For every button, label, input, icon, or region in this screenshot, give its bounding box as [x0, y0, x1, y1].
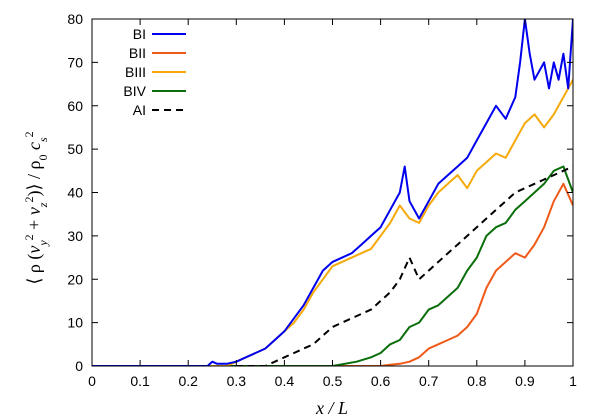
y-tick-label: 70 — [67, 54, 83, 70]
series-line-biv — [92, 165, 573, 366]
y-tick-label: 0 — [75, 358, 83, 374]
legend-label-biii: BIII — [125, 64, 146, 80]
series-line-ai — [92, 165, 573, 366]
x-tick-label: 0.9 — [515, 373, 535, 389]
x-tick-label: 0.7 — [419, 373, 439, 389]
x-tick-label: 0.2 — [178, 373, 198, 389]
legend: BI BII BIII BIV AI — [123, 26, 186, 118]
legend-label-bi: BI — [133, 26, 146, 42]
x-tick-label: 0 — [88, 373, 96, 389]
axes: 0 0.1 0.2 0.3 0.4 0.5 0.6 0.7 0.8 0.9 101020304050… — [67, 11, 577, 389]
plot-area — [92, 19, 573, 366]
y-tick-label: 10 — [67, 315, 83, 331]
x-tick-label: 0.8 — [467, 373, 487, 389]
series-line-biii — [92, 79, 573, 366]
x-tick-label: 0.1 — [130, 373, 150, 389]
x-tick-label: 0.6 — [371, 373, 391, 389]
y-tick-label: 30 — [67, 228, 83, 244]
y-axis-title: ⟨ ρ (vy2 + vz2)⟩ / ρ0 cs2 — [22, 131, 50, 284]
x-tick-label: 0.5 — [323, 373, 343, 389]
x-tick-label: 1 — [569, 373, 577, 389]
x-tick-label: 0.4 — [275, 373, 295, 389]
y-tick-label: 40 — [67, 185, 83, 201]
y-tick-label: 20 — [67, 271, 83, 287]
legend-label-ai: AI — [133, 102, 146, 118]
y-tick-label: 80 — [67, 11, 83, 27]
series-line-bi — [92, 19, 573, 366]
series-line-bii — [92, 182, 573, 366]
x-tick-label: 0.3 — [227, 373, 247, 389]
legend-label-bii: BII — [129, 45, 146, 61]
legend-label-biv: BIV — [123, 83, 146, 99]
x-axis-title: x / L — [315, 398, 348, 418]
axis-titles: x / L ⟨ ρ (vy2 + vz2)⟩ / ρ0 cs2 — [22, 131, 348, 418]
y-tick-label: 50 — [67, 141, 83, 157]
y-tick-label: 60 — [67, 98, 83, 114]
